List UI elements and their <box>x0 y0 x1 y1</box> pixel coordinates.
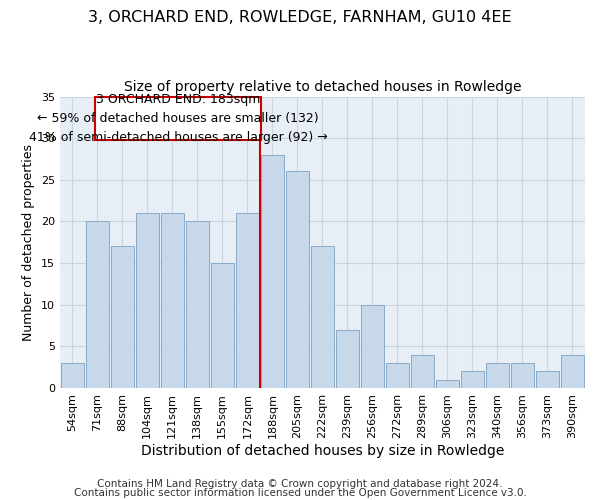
Bar <box>411 354 434 388</box>
Text: 3, ORCHARD END, ROWLEDGE, FARNHAM, GU10 4EE: 3, ORCHARD END, ROWLEDGE, FARNHAM, GU10 … <box>88 10 512 25</box>
Bar <box>336 330 359 388</box>
Bar <box>511 363 534 388</box>
Bar <box>186 222 209 388</box>
Bar <box>461 372 484 388</box>
Title: Size of property relative to detached houses in Rowledge: Size of property relative to detached ho… <box>124 80 521 94</box>
Bar <box>286 172 308 388</box>
Bar <box>561 354 584 388</box>
Bar <box>161 213 184 388</box>
Bar <box>86 222 109 388</box>
Bar <box>536 372 559 388</box>
Bar <box>311 246 334 388</box>
Y-axis label: Number of detached properties: Number of detached properties <box>22 144 35 341</box>
Bar <box>361 304 383 388</box>
Bar <box>61 363 83 388</box>
Bar <box>236 213 259 388</box>
Bar <box>386 363 409 388</box>
Bar <box>261 155 284 388</box>
Bar <box>136 213 158 388</box>
X-axis label: Distribution of detached houses by size in Rowledge: Distribution of detached houses by size … <box>140 444 504 458</box>
Bar <box>211 263 233 388</box>
Text: 3 ORCHARD END: 183sqm
← 59% of detached houses are smaller (132)
41% of semi-det: 3 ORCHARD END: 183sqm ← 59% of detached … <box>29 92 328 144</box>
Bar <box>436 380 458 388</box>
Bar <box>486 363 509 388</box>
Bar <box>111 246 134 388</box>
FancyBboxPatch shape <box>95 96 261 140</box>
Text: Contains HM Land Registry data © Crown copyright and database right 2024.: Contains HM Land Registry data © Crown c… <box>97 479 503 489</box>
Text: Contains public sector information licensed under the Open Government Licence v3: Contains public sector information licen… <box>74 488 526 498</box>
